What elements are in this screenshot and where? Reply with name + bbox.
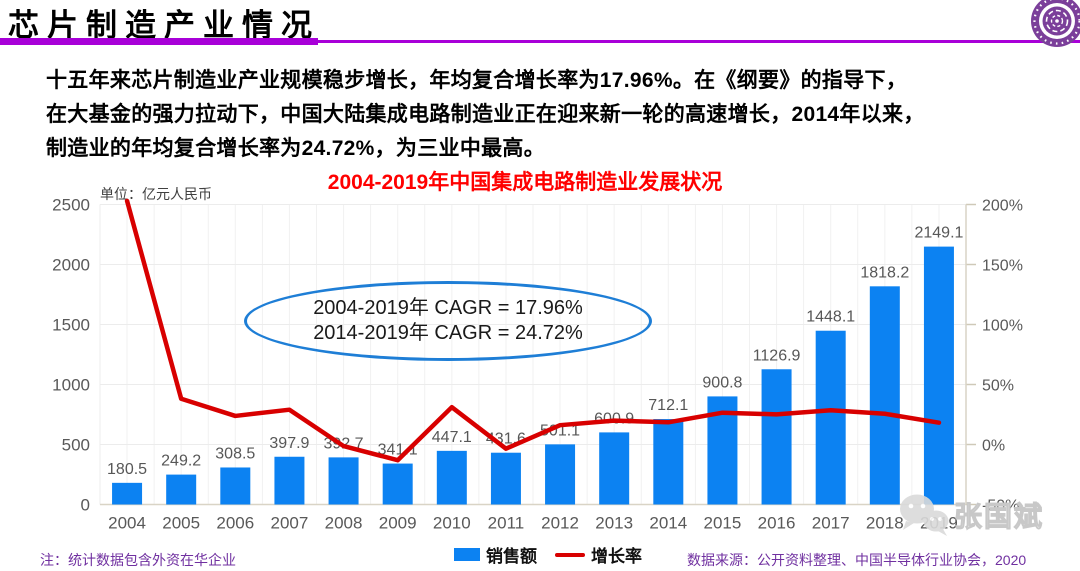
sales-legend-swatch bbox=[454, 548, 480, 561]
x-axis-year-label: 2015 bbox=[704, 514, 742, 533]
left-axis-tick-label: 500 bbox=[62, 436, 90, 455]
x-axis-year-label: 2012 bbox=[541, 514, 579, 533]
bar bbox=[166, 474, 197, 505]
right-axis-tick-label: 150% bbox=[982, 258, 1023, 275]
right-axis-tick-label: -50% bbox=[982, 498, 1019, 515]
bar bbox=[869, 286, 900, 505]
bar-value-label: 1448.1 bbox=[806, 309, 855, 326]
bar-value-label: 447.1 bbox=[432, 429, 472, 446]
cagr-annotation-ellipse: 2004-2019年 CAGR = 17.96% 2014-2019年 CAGR… bbox=[244, 281, 652, 361]
bar-value-label: 397.9 bbox=[269, 435, 309, 452]
left-axis-tick-label: 0 bbox=[81, 496, 90, 515]
bar bbox=[761, 369, 792, 505]
intro-line-2: 在大基金的强力拉动下，中国大陆集成电路制造业正在迎来新一轮的高速增长，2014年… bbox=[46, 103, 925, 126]
title-underline-thick bbox=[0, 38, 318, 45]
bar bbox=[382, 463, 413, 505]
x-axis-year-label: 2011 bbox=[488, 514, 525, 533]
left-axis-tick-label: 2000 bbox=[52, 256, 90, 275]
bar bbox=[923, 246, 954, 505]
bar bbox=[220, 467, 251, 505]
right-axis-tick-label: 0% bbox=[982, 438, 1005, 455]
x-axis-year-label: 2010 bbox=[433, 514, 471, 533]
growth-line bbox=[124, 198, 942, 463]
footnote: 注：统计数据包含外资在华企业 bbox=[40, 552, 236, 568]
data-source-note: 数据来源：公开资料整理、中国半导体行业协会，2020 bbox=[687, 552, 1027, 568]
x-axis-year-label: 2016 bbox=[758, 514, 796, 533]
x-axis-year-label: 2018 bbox=[866, 514, 904, 533]
bar-value-label: 712.1 bbox=[648, 397, 688, 414]
bar bbox=[328, 457, 359, 505]
title-underline-thin bbox=[0, 40, 1080, 43]
bar-value-label: 1818.2 bbox=[860, 264, 909, 281]
bar-value-label: 308.5 bbox=[215, 445, 255, 462]
university-seal-logo bbox=[1029, 0, 1080, 55]
unit-label: 单位：亿元人民币 bbox=[100, 186, 212, 202]
x-axis-year-label: 2013 bbox=[595, 514, 633, 533]
x-axis-year-label: 2017 bbox=[812, 514, 850, 533]
left-axis-tick-label: 1500 bbox=[52, 316, 90, 335]
x-axis-year-label: 2006 bbox=[216, 514, 254, 533]
x-axis-year-label: 2005 bbox=[162, 514, 200, 533]
bar-value-label: 501.1 bbox=[540, 422, 580, 439]
bar bbox=[653, 419, 684, 505]
bar bbox=[490, 452, 521, 505]
x-axis-year-label: 2009 bbox=[379, 514, 417, 533]
x-axis-year-label: 2008 bbox=[325, 514, 363, 533]
bar-value-label: 900.8 bbox=[702, 374, 742, 391]
sales-legend-label: 销售额 bbox=[486, 547, 537, 566]
watermark-name: 张国斌 bbox=[953, 501, 1045, 533]
cagr-line-1: 2004-2019年 CAGR = 17.96% bbox=[313, 297, 583, 319]
bar-value-label: 341.1 bbox=[378, 442, 418, 459]
bar bbox=[815, 330, 846, 505]
bar bbox=[274, 456, 305, 505]
bar-value-label: 249.2 bbox=[161, 453, 201, 470]
growth-legend-label: 增长率 bbox=[591, 547, 642, 566]
bar bbox=[599, 432, 630, 505]
growth-legend-line bbox=[555, 552, 585, 557]
cagr-line-2: 2014-2019年 CAGR = 24.72% bbox=[313, 322, 583, 344]
right-axis-tick-label: 50% bbox=[982, 378, 1014, 395]
left-axis-tick-label: 2500 bbox=[52, 196, 90, 215]
chart-title: 2004-2019年中国集成电路制造业发展状况 bbox=[327, 171, 723, 194]
x-axis-year-label: 2014 bbox=[649, 514, 687, 533]
x-axis-year-label: 2007 bbox=[271, 514, 309, 533]
watermark: 张国斌 bbox=[896, 492, 1044, 538]
bar-value-label: 1126.9 bbox=[753, 347, 801, 364]
bar bbox=[112, 482, 143, 505]
bar-value-label: 2149.1 bbox=[914, 225, 963, 242]
bar-value-label: 180.5 bbox=[107, 461, 147, 478]
intro-line-3: 制造业的年均复合增长率为24.72%，为三业中最高。 bbox=[46, 137, 546, 160]
seal-icon bbox=[1031, 0, 1080, 47]
intro-line-1: 十五年来芯片制造业产业规模稳步增长，年均复合增长率为17.96%。在《纲要》的指… bbox=[46, 69, 908, 92]
right-axis-tick-label: 200% bbox=[982, 198, 1023, 215]
x-axis-year-label: 2004 bbox=[108, 514, 146, 533]
bar bbox=[436, 450, 467, 505]
left-axis-tick-label: 1000 bbox=[52, 376, 90, 395]
intro-paragraph: 十五年来芯片制造业产业规模稳步增长，年均复合增长率为17.96%。在《纲要》的指… bbox=[46, 64, 1046, 166]
right-axis-tick-label: 100% bbox=[982, 318, 1023, 335]
chart-legend: 销售额 增长率 bbox=[454, 542, 642, 567]
wechat-icon bbox=[900, 494, 949, 536]
bar bbox=[545, 444, 576, 505]
